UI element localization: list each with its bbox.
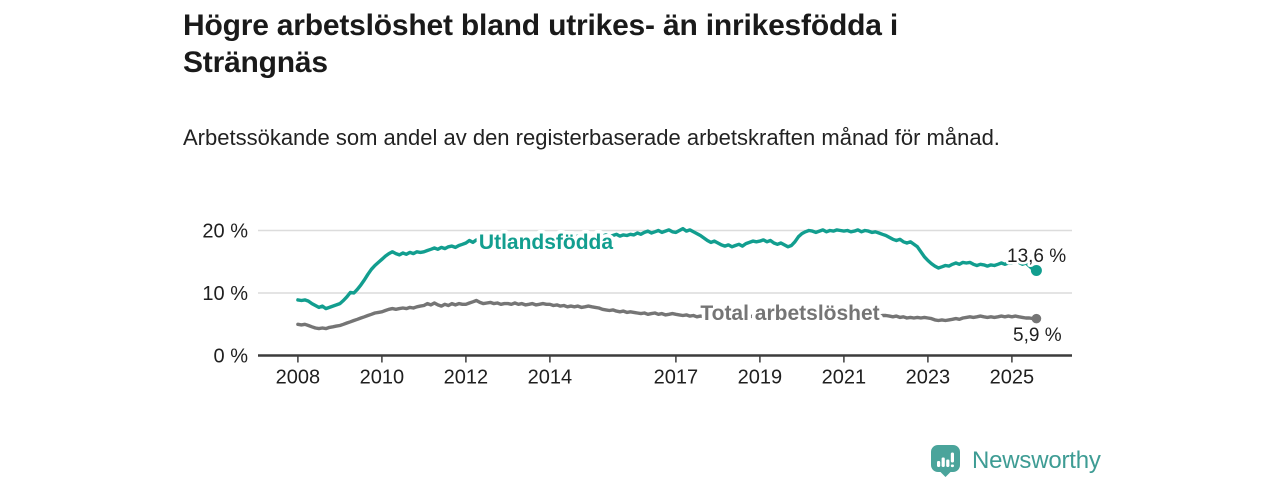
- x-tick-label: 2010: [360, 367, 405, 389]
- series-end-value-1: 5,9 %: [1013, 325, 1062, 346]
- series-label-0: Utlandsfödda: [479, 231, 613, 254]
- x-tick-label: 2008: [276, 367, 321, 389]
- newsworthy-logo: Newsworthy: [930, 444, 1101, 477]
- x-tick-label: 2017: [654, 367, 699, 389]
- x-tick-label: 2019: [738, 367, 783, 389]
- series-label-1: Total arbetslöshet: [700, 302, 879, 325]
- logo-bar-2: [941, 457, 945, 467]
- y-tick-label: 10 %: [202, 283, 248, 305]
- x-tick-label: 2023: [906, 367, 951, 389]
- x-tick-label: 2025: [990, 367, 1035, 389]
- chart-subtitle: Arbetssökande som andel av den registerb…: [183, 125, 1000, 150]
- series-end-dot-0: [1030, 265, 1042, 276]
- logo-bubble-shape: [931, 445, 960, 477]
- x-tick-label: 2014: [528, 367, 573, 389]
- series-line-0: [296, 226, 1039, 311]
- logo-bar-1: [937, 461, 941, 467]
- logo-bar-3: [946, 459, 950, 467]
- series-end-dot-1: [1031, 313, 1042, 324]
- series-line-1: [296, 298, 1039, 331]
- x-tick-label: 2012: [444, 367, 489, 389]
- series-end-value-0: 13,6 %: [1007, 246, 1066, 267]
- logo-exclamation-bar: [950, 452, 954, 463]
- newsworthy-logo-text: Newsworthy: [972, 446, 1101, 474]
- logo-exclamation-dot: [950, 464, 954, 468]
- y-tick-label: 20 %: [202, 221, 248, 243]
- chart-title: Högre arbetslöshet bland utrikes- än inr…: [183, 9, 898, 79]
- newsworthy-logo-icon: [931, 445, 960, 477]
- y-tick-label: 0 %: [214, 346, 249, 368]
- x-tick-label: 2021: [822, 367, 867, 389]
